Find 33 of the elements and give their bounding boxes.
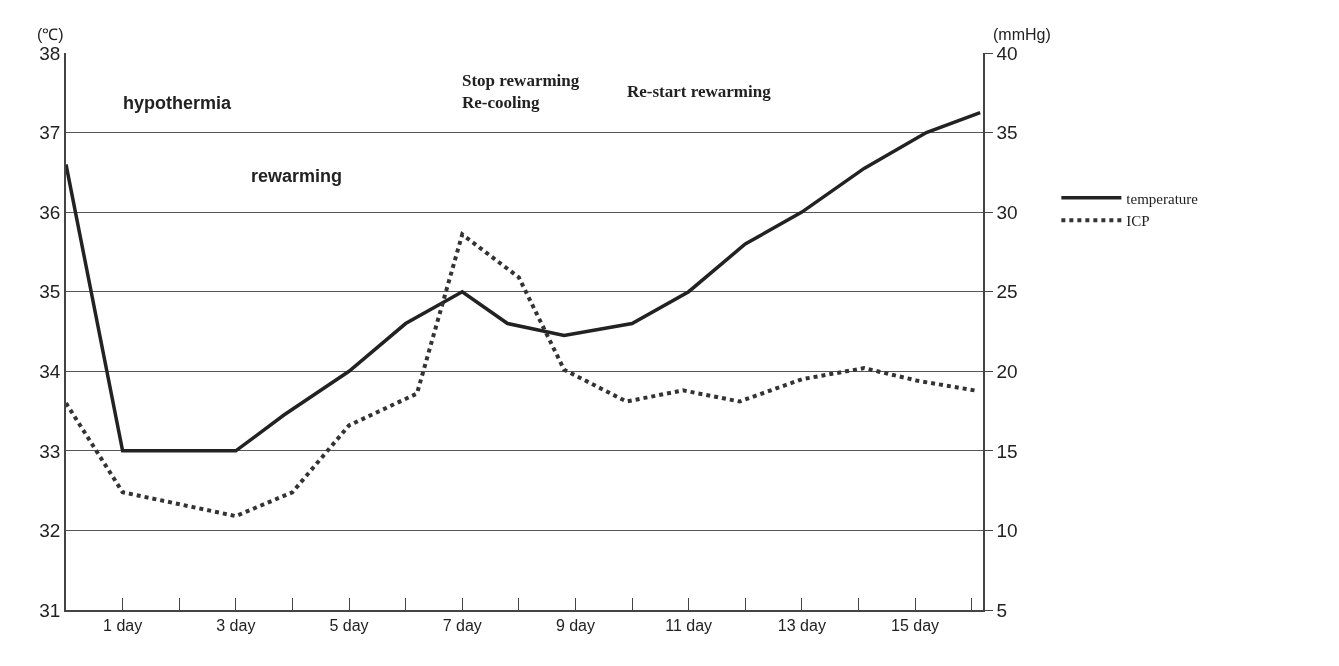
- x-tick-label: 3 day: [216, 616, 256, 634]
- y-tick-label: 37: [39, 122, 61, 144]
- x-tick-label: 15 day: [891, 616, 940, 634]
- x-tick-label: 11 day: [665, 616, 713, 634]
- y-tick-label: 35: [39, 281, 61, 303]
- y-tick-label: 33: [39, 440, 61, 462]
- y-axis-title: (℃): [37, 26, 64, 43]
- y-tick-label: 32: [39, 520, 61, 542]
- y2-tick-label: 30: [996, 201, 1018, 223]
- annotation: hypothermia: [123, 93, 233, 113]
- y2-tick-label: 20: [996, 360, 1018, 382]
- y2-axis-title: (mmHg): [993, 26, 1051, 43]
- y-tick-label: 36: [39, 201, 61, 223]
- y2-tick-label: 40: [996, 42, 1018, 64]
- y2-tick-label: 25: [996, 281, 1018, 303]
- line-series: [66, 232, 977, 519]
- x-tick-label: 13 day: [777, 616, 826, 634]
- x-tick-label: 7 day: [442, 616, 482, 634]
- y2-tick-label: 5: [996, 599, 1008, 621]
- legend-label: ICP: [1126, 213, 1150, 230]
- y2-tick-label: 35: [996, 122, 1018, 144]
- y2-tick-label: 10: [996, 520, 1018, 542]
- y-tick-label: 34: [39, 360, 61, 382]
- x-tick-label: 9 day: [555, 616, 596, 634]
- x-tick-label: 5 day: [329, 616, 369, 634]
- annotation: rewarming: [251, 166, 343, 186]
- legend-label: temperature: [1126, 190, 1199, 207]
- y-tick-label: 38: [39, 42, 61, 64]
- x-tick-label: 1 day: [103, 616, 143, 634]
- y2-tick-label: 15: [996, 440, 1018, 462]
- annotation: Stop rewarming Re-cooling: [462, 71, 580, 113]
- y-tick-label: 31: [39, 599, 61, 621]
- annotation: Re-start rewarming: [627, 82, 772, 101]
